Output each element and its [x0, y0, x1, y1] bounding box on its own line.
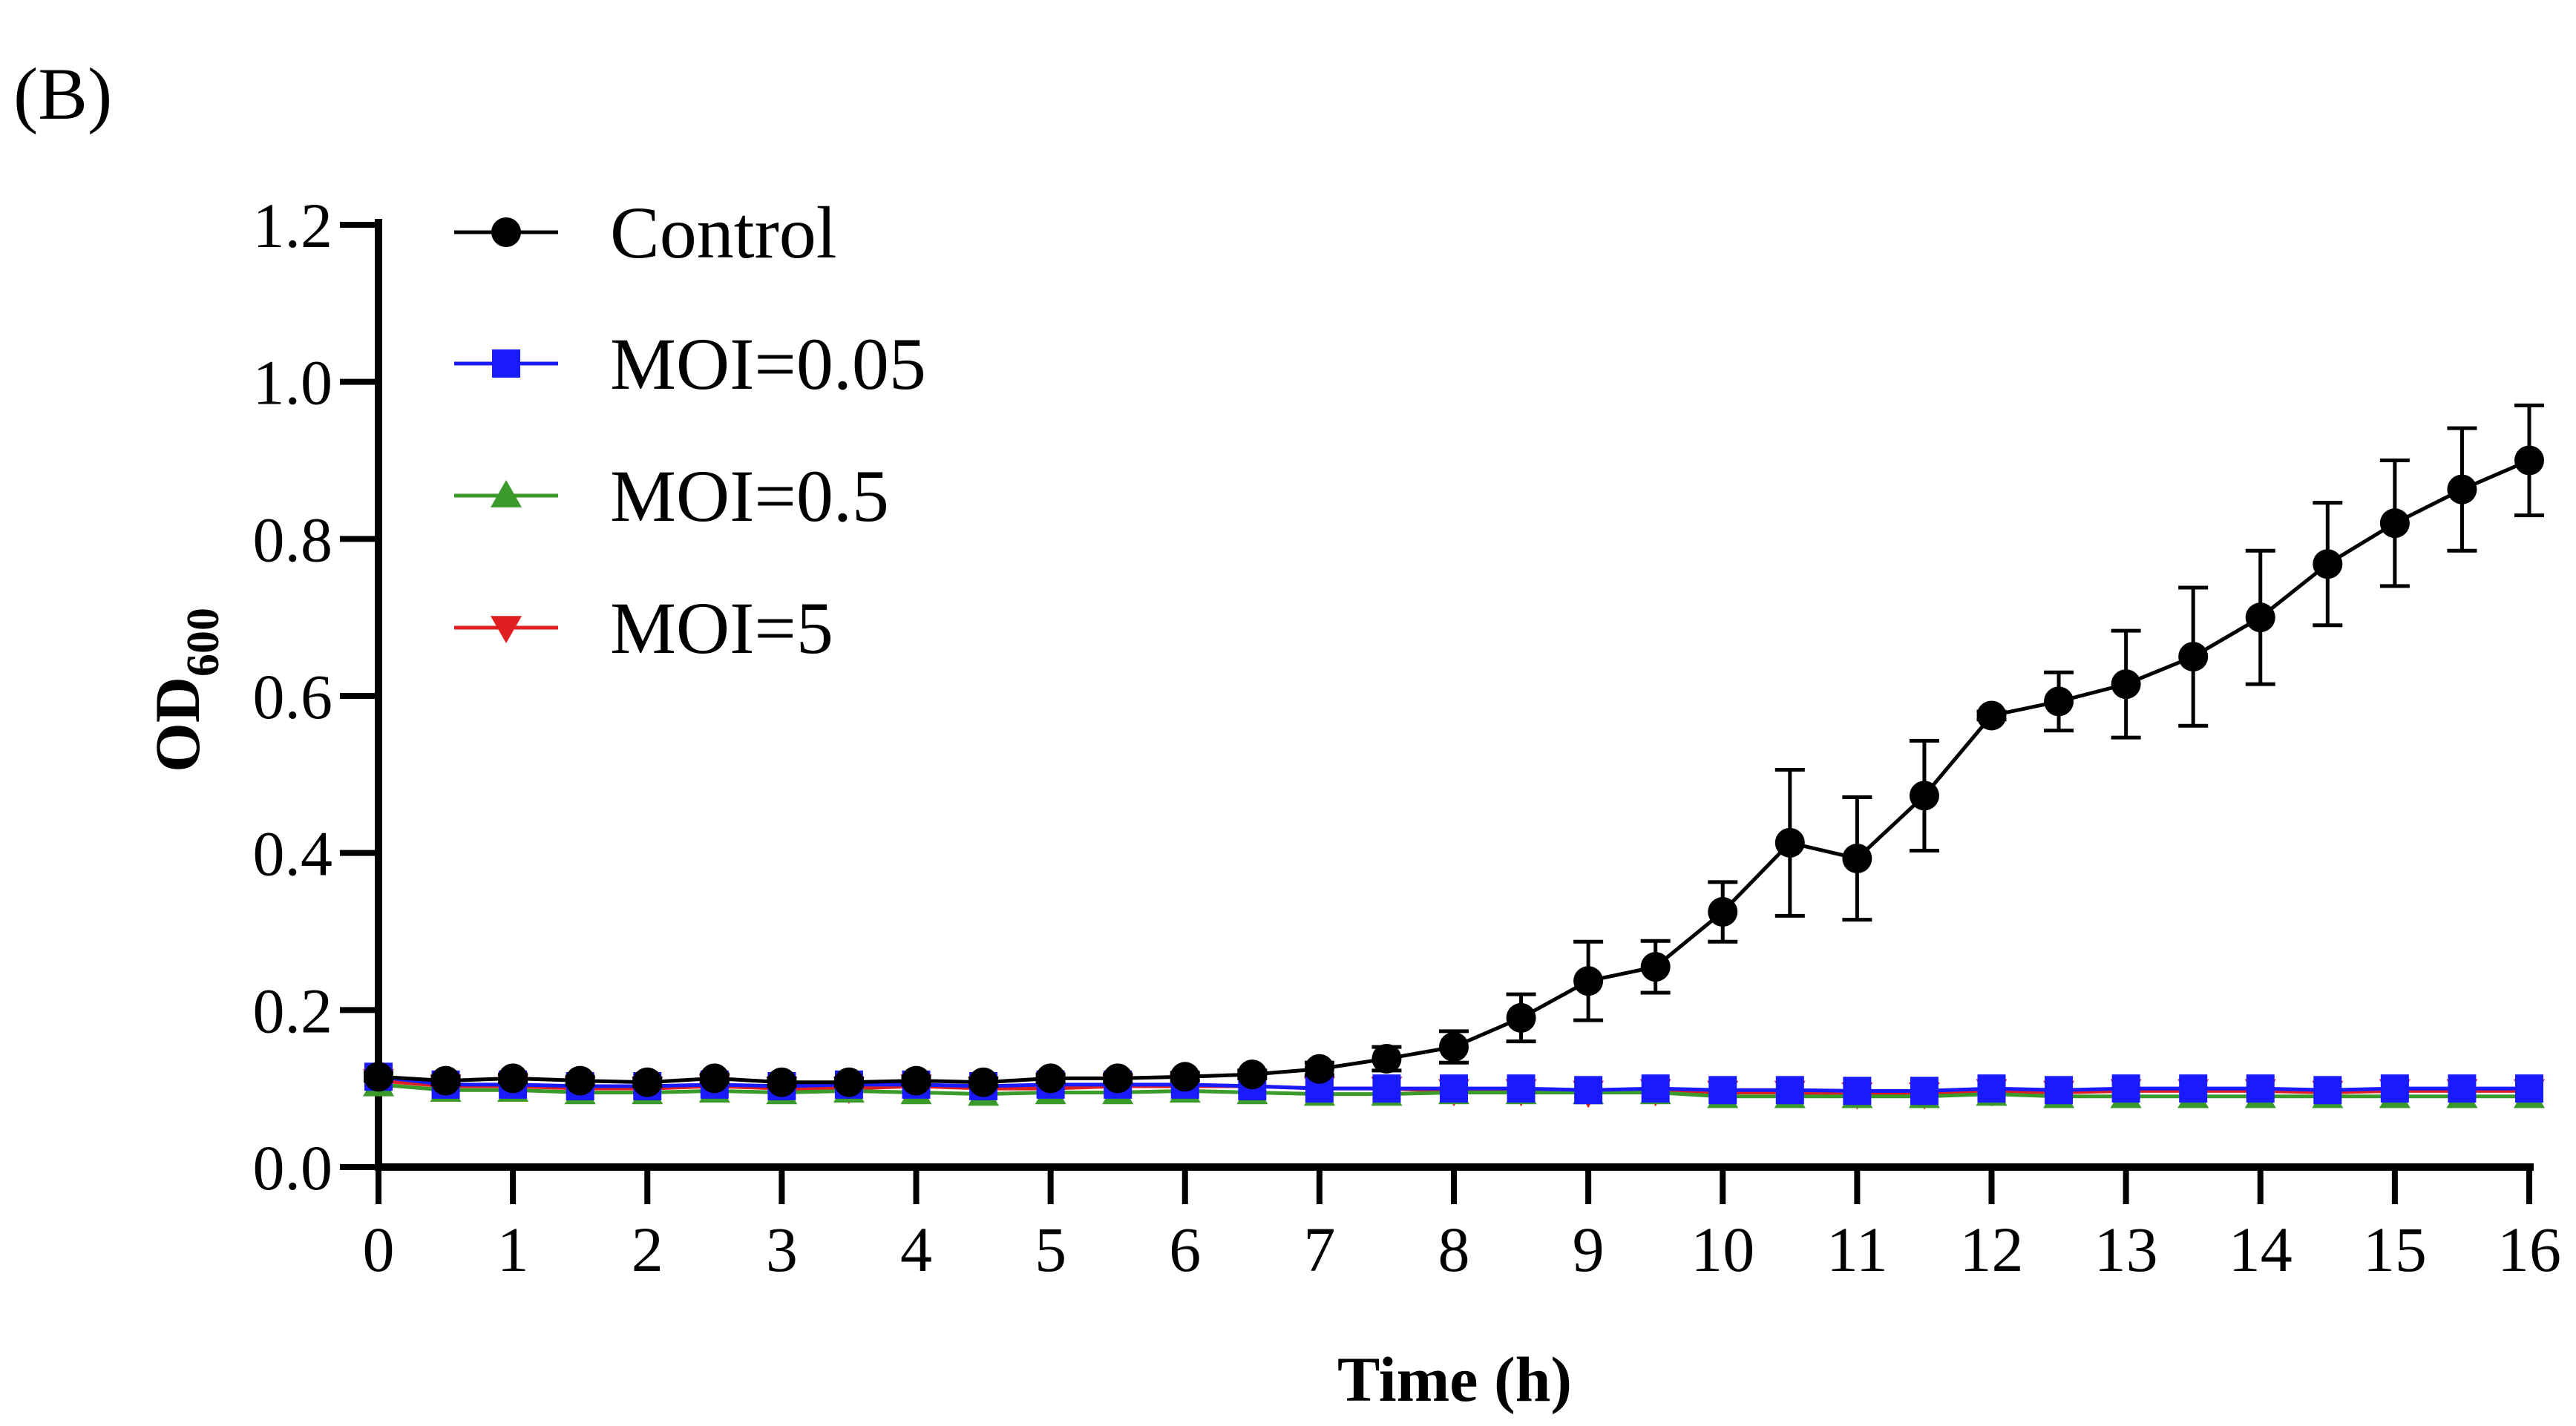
y-tick-label: 0.0 [253, 1132, 333, 1203]
data-point [1909, 781, 1939, 811]
x-tick-label: 9 [1573, 1214, 1605, 1285]
data-point [1977, 1074, 2006, 1103]
legend-label: MOI=0.05 [610, 323, 926, 405]
x-axis-title: Time (h) [1337, 1344, 1572, 1415]
legend-label: MOI=0.5 [610, 455, 889, 537]
x-tick-label: 1 [497, 1214, 529, 1285]
x-tick-label: 4 [900, 1214, 932, 1285]
x-tick-label: 12 [1960, 1214, 2024, 1285]
data-point [833, 1067, 864, 1097]
data-point [1439, 1032, 1469, 1062]
y-axis-title: OD600 [142, 608, 229, 772]
y-tick-label: 0.2 [253, 975, 333, 1046]
x-tick-label: 13 [2094, 1214, 2158, 1285]
legend-marker [491, 480, 522, 507]
data-point [1103, 1063, 1133, 1094]
panel-label: (B) [13, 53, 112, 135]
data-point [2111, 1074, 2140, 1103]
legend-marker [492, 349, 520, 378]
data-point [2515, 1074, 2543, 1103]
data-point [1506, 1002, 1536, 1033]
data-point [1640, 952, 1671, 982]
data-point [1774, 827, 1805, 858]
data-point [1035, 1063, 1066, 1094]
data-point [1842, 844, 1872, 874]
data-point [1507, 1074, 1536, 1103]
data-point [901, 1065, 931, 1096]
data-point [1304, 1054, 1334, 1084]
y-axis-title-subscript: 600 [178, 608, 229, 677]
data-point [2313, 1076, 2342, 1105]
data-point [2178, 642, 2209, 672]
data-point [430, 1065, 461, 1096]
y-tick-label: 0.4 [253, 818, 333, 890]
data-point [498, 1063, 528, 1094]
data-point [2245, 602, 2275, 633]
data-point [2448, 1074, 2477, 1103]
y-tick-label: 0.6 [253, 661, 333, 732]
y-tick-label: 1.2 [253, 190, 333, 261]
data-point [632, 1067, 663, 1097]
y-tick-label: 1.0 [253, 347, 333, 418]
data-point [2045, 1076, 2074, 1105]
data-point [1910, 1077, 1938, 1105]
data-point [1170, 1062, 1200, 1092]
x-tick-label: 7 [1303, 1214, 1335, 1285]
data-point [2111, 669, 2141, 700]
data-point [2179, 1074, 2208, 1103]
x-tick-label: 2 [632, 1214, 663, 1285]
data-point [2379, 508, 2410, 539]
data-point [2313, 549, 2343, 579]
series-control [364, 403, 2544, 1097]
x-tick-label: 5 [1035, 1214, 1066, 1285]
data-point [1976, 700, 2007, 731]
x-tick-label: 0 [363, 1214, 395, 1285]
legend-marker [491, 217, 521, 247]
svg-text:OD600: OD600 [142, 608, 229, 772]
x-tick-label: 14 [2229, 1214, 2292, 1285]
data-point [1237, 1059, 1268, 1090]
series-moi-0-05 [364, 1062, 2543, 1105]
data-point [1574, 1076, 1603, 1105]
x-tick-label: 8 [1438, 1214, 1470, 1285]
chart-area: 0.00.20.40.60.81.01.20 1 2 3 4 5 6 7 8 9 10 11 12 13 1… [253, 190, 2562, 1285]
legend-label: Control [610, 191, 837, 274]
x-tick-label: 3 [766, 1214, 798, 1285]
data-point [2044, 686, 2074, 717]
legend-label: MOI=5 [610, 587, 833, 669]
data-point [2447, 474, 2477, 505]
legend-marker [491, 616, 522, 643]
data-point [699, 1063, 730, 1094]
data-point [1641, 1074, 1670, 1103]
data-point [1372, 1074, 1401, 1103]
legend: Control MOI=0.05 MOI=0.5 MOI=5 [454, 191, 926, 669]
data-point [1440, 1074, 1468, 1103]
x-tick-label: 6 [1169, 1214, 1201, 1285]
data-point [565, 1065, 595, 1096]
data-point [2514, 445, 2544, 476]
x-tick-label: 16 [2497, 1214, 2561, 1285]
data-point [1371, 1043, 1402, 1074]
data-point [364, 1062, 393, 1092]
data-point [2380, 1074, 2409, 1103]
x-tick-label: 11 [1826, 1214, 1888, 1285]
data-point [1843, 1077, 1872, 1105]
data-point [1775, 1076, 1804, 1105]
data-point [1573, 966, 1604, 996]
data-point [1708, 897, 1738, 927]
series-line [378, 459, 2530, 1085]
x-tick-label: 15 [2363, 1214, 2427, 1285]
data-point [2246, 1074, 2275, 1103]
data-point [767, 1067, 797, 1097]
data-point [969, 1067, 999, 1097]
data-point [1708, 1076, 1737, 1105]
y-axis-title-main: OD [142, 677, 213, 772]
y-tick-label: 0.8 [253, 504, 333, 575]
x-tick-label: 10 [1691, 1214, 1754, 1285]
